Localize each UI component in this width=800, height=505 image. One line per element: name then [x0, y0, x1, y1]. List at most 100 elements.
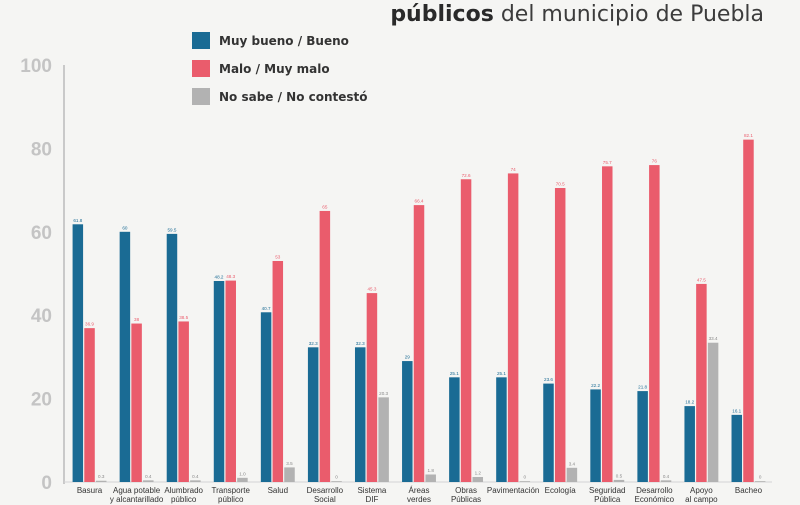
bar-s2-6 — [378, 397, 389, 482]
bar-s0-10 — [543, 383, 554, 482]
category-label-1-1: y alcantarillado — [110, 495, 164, 504]
bar-s1-6 — [366, 293, 378, 482]
data-label-s1-9: 74 — [511, 167, 517, 172]
bar-s1-13 — [696, 283, 707, 482]
y-tick-label-0: 0 — [41, 473, 52, 494]
bar-s0-1 — [119, 231, 131, 482]
category-label-3-0: Transporte — [212, 486, 251, 495]
bar-s0-5 — [307, 347, 319, 482]
bar-s2-2 — [190, 480, 201, 482]
data-label-s2-3: 1.0 — [239, 471, 246, 476]
bar-s2-7 — [425, 474, 436, 482]
data-label-s2-14: 0 — [759, 475, 762, 480]
data-label-s0-11: 22.2 — [591, 383, 600, 388]
legend-label-malo: Malo / Muy malo — [219, 61, 330, 76]
data-label-s2-11: 0.5 — [616, 473, 623, 478]
data-label-s2-13: 33.4 — [709, 336, 718, 341]
data-label-s1-3: 48.3 — [226, 274, 235, 279]
data-label-s2-2: 0.4 — [192, 474, 199, 479]
category-label-7-0: Áreas — [409, 486, 430, 495]
category-label-13-0: Apoyo — [690, 486, 713, 495]
chart-title-bold: públicos — [390, 2, 494, 27]
bar-s0-8 — [449, 377, 460, 482]
data-label-s1-11: 75.7 — [603, 160, 612, 165]
bar-s0-3 — [213, 281, 225, 482]
data-label-s0-13: 18.2 — [685, 400, 694, 405]
bar-s1-11 — [602, 166, 613, 482]
bar-s1-3 — [225, 280, 236, 482]
bar-s0-12 — [637, 391, 648, 482]
data-label-s2-8: 1.2 — [475, 470, 482, 475]
category-label-5-0: Desarrollo — [307, 486, 344, 495]
bar-s0-4 — [260, 312, 272, 482]
data-label-s1-7: 66.4 — [415, 199, 424, 204]
bar-s1-4 — [272, 260, 284, 482]
bar-s0-0 — [72, 224, 84, 482]
data-label-s0-14: 16.1 — [732, 408, 741, 413]
category-label-11-1: Pública — [594, 495, 621, 504]
data-label-s2-12: 0.4 — [663, 474, 670, 479]
bar-s0-6 — [354, 347, 366, 482]
data-label-s1-14: 82.1 — [744, 133, 753, 138]
category-label-8-1: Públicas — [451, 495, 481, 504]
chart-title: públicos del municipio de Puebla — [390, 2, 764, 27]
data-label-s1-4: 53 — [275, 254, 281, 259]
chart-title-rest: del municipio de Puebla — [500, 2, 764, 27]
legend-item-malo: Malo / Muy malo — [192, 60, 368, 77]
legend-item-bueno: Muy bueno / Bueno — [192, 32, 368, 49]
data-label-s0-9: 25.1 — [497, 371, 506, 376]
bar-s2-8 — [472, 476, 484, 482]
data-label-s1-2: 38.5 — [179, 315, 188, 320]
category-label-2-1: público — [171, 495, 197, 504]
legend-label-bueno: Muy bueno / Bueno — [219, 33, 349, 48]
legend-swatch-bueno — [192, 32, 210, 49]
category-label-3-1: público — [218, 495, 244, 504]
data-label-s1-1: 38 — [134, 317, 140, 322]
bar-s2-0 — [95, 480, 107, 482]
data-label-s0-7: 29 — [405, 355, 411, 360]
data-label-s2-4: 3.5 — [286, 461, 293, 466]
legend-swatch-nosabe — [192, 88, 210, 105]
category-label-13-1: al campo — [685, 495, 718, 504]
bar-s1-7 — [413, 205, 425, 482]
data-label-s0-12: 21.8 — [638, 385, 647, 390]
data-label-s2-0: 0.3 — [98, 474, 105, 479]
bar-s0-2 — [166, 233, 178, 482]
bar-s2-4 — [284, 467, 295, 482]
category-label-6-1: DIF — [365, 495, 378, 504]
bar-s1-8 — [460, 179, 472, 482]
bar-s0-11 — [590, 389, 601, 482]
category-label-0-0: Basura — [77, 486, 103, 495]
bar-s2-3 — [237, 477, 248, 482]
bar-s1-10 — [554, 188, 566, 482]
category-label-10-0: Ecología — [545, 486, 577, 495]
category-label-12-0: Desarrollo — [636, 486, 673, 495]
bar-s1-1 — [131, 323, 142, 482]
bar-s2-1 — [143, 480, 154, 482]
category-label-8-0: Obras — [455, 486, 477, 495]
bar-s1-0 — [84, 328, 95, 482]
data-label-s2-1: 0.4 — [145, 474, 152, 479]
data-label-s0-0: 61.8 — [73, 218, 82, 223]
bar-s0-14 — [731, 414, 743, 482]
data-label-s2-9: 0 — [524, 475, 527, 480]
y-tick-label-4: 80 — [31, 139, 52, 160]
category-label-14-0: Bacheo — [735, 486, 763, 495]
y-tick-label-1: 20 — [31, 390, 52, 411]
data-label-s0-6: 32.3 — [356, 341, 365, 346]
data-label-s1-13: 47.5 — [697, 277, 706, 282]
y-tick-label-2: 40 — [31, 306, 52, 327]
legend-swatch-malo — [192, 60, 210, 77]
data-label-s1-12: 76 — [652, 159, 658, 164]
data-label-s1-0: 36.9 — [85, 322, 94, 327]
bar-s1-2 — [178, 321, 189, 482]
data-label-s0-10: 23.6 — [544, 377, 553, 382]
bar-s2-13 — [707, 342, 719, 482]
data-label-s1-5: 65 — [322, 204, 328, 209]
bar-s1-5 — [319, 210, 331, 482]
bar-s2-10 — [566, 467, 578, 482]
category-label-9-0: Pavimentación — [487, 486, 539, 495]
bar-s1-14 — [743, 139, 754, 482]
bar-s2-12 — [660, 480, 672, 482]
data-label-s0-3: 48.2 — [215, 275, 224, 280]
